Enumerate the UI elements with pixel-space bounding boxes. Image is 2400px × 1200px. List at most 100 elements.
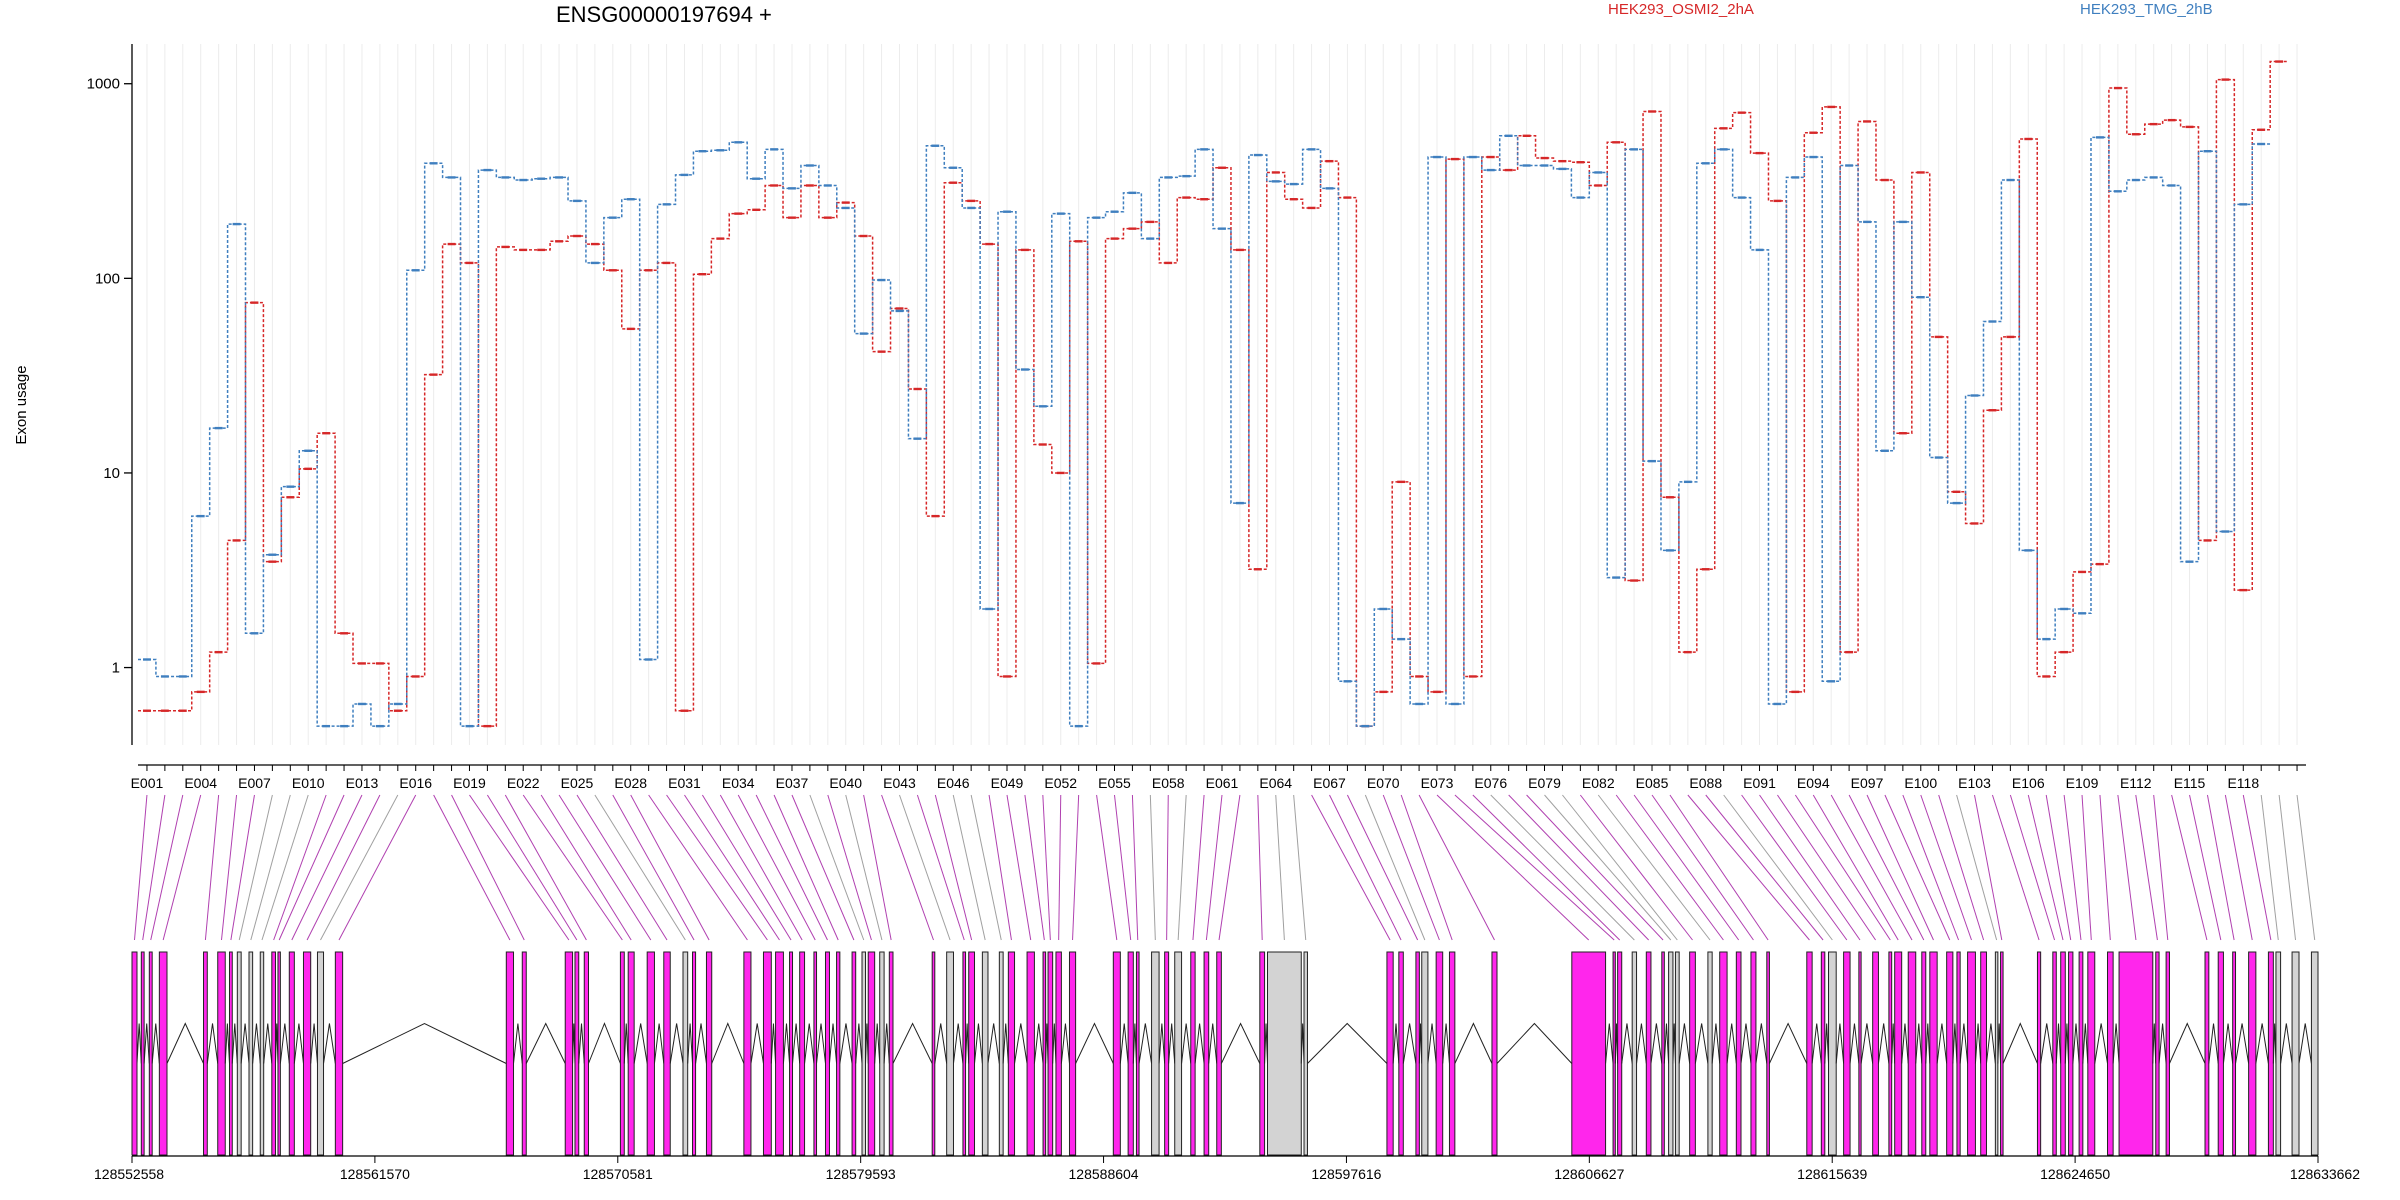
x-tick-label: E073 bbox=[1421, 775, 1454, 791]
exon-link-line bbox=[2296, 794, 2316, 941]
intron-line bbox=[1901, 1023, 1909, 1064]
intron-line bbox=[1726, 1023, 1737, 1064]
exon-box bbox=[1967, 951, 1976, 1156]
intron-line bbox=[310, 1023, 318, 1064]
intron-line bbox=[892, 1022, 933, 1064]
legend-series-a: HEK293_OSMI2_2hA bbox=[1608, 1, 1754, 18]
exon-link-line bbox=[1472, 794, 1621, 941]
intron-line bbox=[1014, 1023, 1028, 1064]
intron-line bbox=[1663, 1023, 1670, 1064]
x-tick-label: E112 bbox=[2120, 775, 2152, 791]
exon-link-line bbox=[737, 794, 816, 941]
exon-box bbox=[1421, 951, 1429, 1156]
exon-link-line bbox=[1329, 794, 1402, 941]
exon-box bbox=[248, 951, 254, 1156]
intron-line bbox=[839, 1023, 853, 1064]
exon-link-line bbox=[791, 794, 855, 941]
exon-box bbox=[1612, 951, 1616, 1156]
exon-box bbox=[1055, 951, 1062, 1156]
intron-line bbox=[792, 1023, 801, 1064]
exon-box bbox=[824, 951, 830, 1156]
exon-box bbox=[1820, 951, 1826, 1156]
intron-line bbox=[588, 1022, 621, 1064]
exon-box bbox=[1946, 951, 1954, 1156]
intron-line bbox=[669, 1023, 684, 1064]
exon-box bbox=[946, 951, 954, 1156]
intron-line bbox=[1002, 1023, 1009, 1064]
intron-line bbox=[782, 1023, 791, 1064]
exon-box bbox=[931, 951, 936, 1156]
intron-line bbox=[1974, 1023, 1982, 1064]
intron-line bbox=[770, 1023, 777, 1064]
x-tick-label: E007 bbox=[238, 775, 271, 791]
exon-link-line bbox=[2242, 794, 2272, 941]
exon-link-line bbox=[1192, 794, 1205, 941]
intron-line bbox=[1985, 1023, 1996, 1064]
intron-line bbox=[695, 1023, 707, 1064]
exon-box bbox=[316, 951, 325, 1156]
exon-box bbox=[1135, 951, 1140, 1156]
intron-line bbox=[883, 1023, 890, 1064]
genome-tick-label: 128633662 bbox=[2290, 1166, 2360, 1182]
exon-link-line bbox=[2206, 794, 2235, 941]
intron-line bbox=[1307, 1022, 1388, 1064]
intron-line bbox=[323, 1023, 336, 1064]
exon-link-line bbox=[204, 794, 220, 941]
exon-box bbox=[1828, 951, 1837, 1156]
intron-line bbox=[1650, 1023, 1663, 1064]
exon-box bbox=[583, 951, 590, 1156]
intron-line bbox=[2072, 1023, 2080, 1064]
exon-box bbox=[1994, 951, 1999, 1156]
exon-box bbox=[2087, 951, 2096, 1156]
x-tick-label: E040 bbox=[829, 775, 862, 791]
exon-box bbox=[1042, 951, 1047, 1156]
intron-line bbox=[1392, 1023, 1400, 1064]
intron-line bbox=[206, 1023, 219, 1064]
exon-box bbox=[2232, 951, 2237, 1156]
exon-link-line bbox=[899, 794, 951, 941]
exon-link-line bbox=[1072, 794, 1080, 941]
exon-box bbox=[663, 951, 671, 1156]
exon-link-line bbox=[278, 794, 345, 941]
exon-link-line bbox=[1418, 794, 1495, 941]
x-tick-label: E004 bbox=[184, 775, 217, 791]
exon-box bbox=[1707, 951, 1713, 1156]
exon-link-line bbox=[1544, 794, 1672, 941]
exon-box bbox=[627, 951, 635, 1156]
intron-line bbox=[2222, 1023, 2234, 1064]
x-tick-label: E070 bbox=[1367, 775, 1400, 791]
intron-line bbox=[1915, 1023, 1923, 1064]
intron-line bbox=[1402, 1023, 1417, 1064]
exon-link-line bbox=[1884, 794, 1951, 941]
exon-link-line bbox=[1991, 794, 2040, 941]
exon-box bbox=[1571, 951, 1607, 1156]
exon-link-line bbox=[1956, 794, 1998, 941]
exon-link-line bbox=[1218, 794, 1241, 941]
exon-link-line bbox=[773, 794, 839, 941]
intron-line bbox=[2208, 1023, 2219, 1064]
exon-box bbox=[1766, 951, 1770, 1156]
intron-line bbox=[1678, 1023, 1691, 1064]
exon-link-line bbox=[1723, 794, 1833, 941]
exon-box bbox=[813, 951, 818, 1156]
exon-link-line bbox=[1006, 794, 1032, 941]
exon-box bbox=[1151, 951, 1160, 1156]
y-tick-label: 100 bbox=[95, 270, 120, 287]
exon-link-line bbox=[684, 794, 780, 941]
intron-line bbox=[1811, 1023, 1822, 1064]
exon-link-line bbox=[469, 794, 570, 941]
exon-link-line bbox=[306, 794, 381, 941]
intron-line bbox=[855, 1023, 863, 1064]
exon-box bbox=[1448, 951, 1456, 1156]
exon-link-line bbox=[2171, 794, 2208, 941]
exon-link-line bbox=[1812, 794, 1899, 941]
exon-link-line bbox=[1205, 794, 1223, 941]
intron-line bbox=[1636, 1023, 1647, 1064]
exon-box bbox=[521, 951, 527, 1156]
x-tick-label: E016 bbox=[399, 775, 432, 791]
intron-line bbox=[1768, 1022, 1808, 1064]
exon-box bbox=[1921, 951, 1927, 1156]
exon-link-line bbox=[433, 794, 511, 941]
exon-box bbox=[259, 951, 265, 1156]
